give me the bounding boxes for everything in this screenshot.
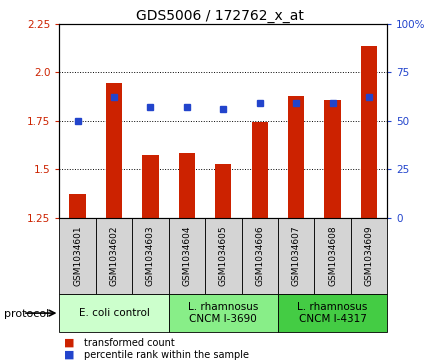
- Text: GSM1034605: GSM1034605: [219, 225, 228, 286]
- Bar: [169, 294, 278, 332]
- Text: protocol: protocol: [4, 309, 50, 319]
- Text: transformed count: transformed count: [84, 338, 174, 348]
- Text: GSM1034609: GSM1034609: [364, 225, 374, 286]
- Bar: [278, 294, 387, 332]
- Bar: [70, 193, 86, 218]
- Text: GSM1034606: GSM1034606: [255, 225, 264, 286]
- Bar: [205, 218, 242, 294]
- Text: GSM1034603: GSM1034603: [146, 225, 155, 286]
- Bar: [361, 46, 377, 218]
- Bar: [278, 218, 314, 294]
- Bar: [242, 218, 278, 294]
- Bar: [59, 218, 96, 294]
- Text: L. rhamnosus
CNCM I-4317: L. rhamnosus CNCM I-4317: [297, 302, 368, 324]
- Bar: [142, 155, 159, 218]
- Bar: [96, 218, 132, 294]
- Text: GSM1034608: GSM1034608: [328, 225, 337, 286]
- Bar: [215, 164, 231, 218]
- Bar: [288, 97, 304, 218]
- Text: GSM1034604: GSM1034604: [182, 226, 191, 286]
- Text: percentile rank within the sample: percentile rank within the sample: [84, 350, 249, 360]
- Text: GSM1034601: GSM1034601: [73, 225, 82, 286]
- Text: ■: ■: [64, 350, 74, 360]
- Bar: [106, 83, 122, 218]
- Text: GDS5006 / 172762_x_at: GDS5006 / 172762_x_at: [136, 9, 304, 23]
- Bar: [59, 294, 169, 332]
- Bar: [324, 100, 341, 218]
- Bar: [169, 218, 205, 294]
- Bar: [132, 218, 169, 294]
- Text: GSM1034607: GSM1034607: [292, 225, 301, 286]
- Bar: [179, 153, 195, 218]
- Text: ■: ■: [64, 338, 74, 348]
- Bar: [351, 218, 387, 294]
- Text: E. coli control: E. coli control: [79, 308, 150, 318]
- Text: GSM1034602: GSM1034602: [110, 226, 118, 286]
- Bar: [314, 218, 351, 294]
- Bar: [252, 122, 268, 218]
- Text: L. rhamnosus
CNCM I-3690: L. rhamnosus CNCM I-3690: [188, 302, 258, 324]
